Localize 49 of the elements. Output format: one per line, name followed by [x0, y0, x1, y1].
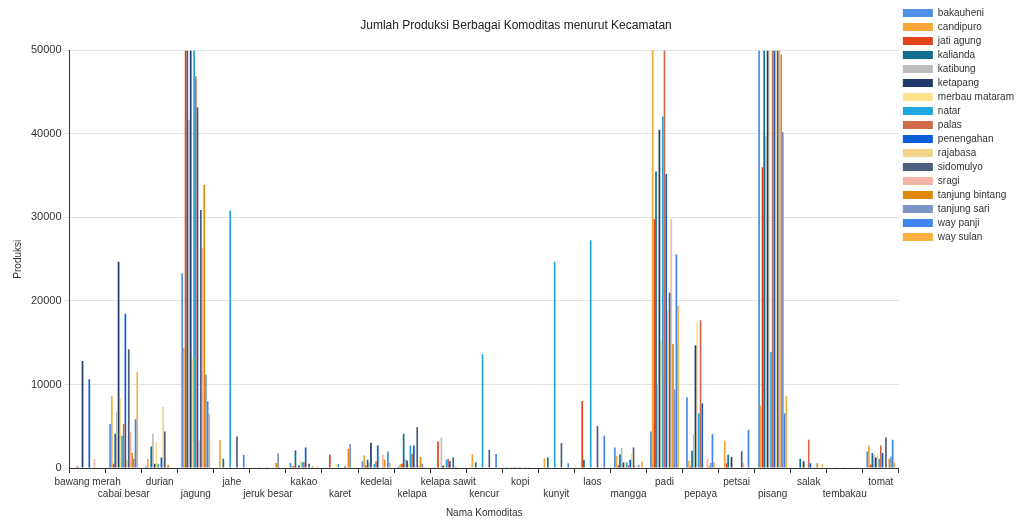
x-tick-label: kakao [290, 475, 318, 487]
x-tick-label: jahe [221, 475, 242, 487]
legend-label: penengahan [937, 132, 994, 144]
x-axis-title: Nama Komoditas [445, 506, 523, 518]
x-tick-label: kelapa sawit [420, 475, 476, 487]
legend-label: tanjung sari [937, 202, 990, 214]
x-tick-label: salak [797, 475, 822, 487]
x-tick-label: mangga [610, 487, 647, 499]
legend-label: katibung [937, 62, 976, 74]
x-tick-label: tembakau [822, 487, 867, 499]
x-tick-label: padi [655, 475, 674, 487]
x-tick-label: kopi [511, 475, 530, 487]
x-tick-label: bawang merah [54, 475, 121, 487]
y-tick-label: 40000 [30, 126, 62, 139]
legend-label: way sulan [936, 230, 983, 242]
x-tick-label: kelapa [397, 487, 428, 499]
x-tick-label: laos [583, 475, 602, 487]
legend-label: way panji [936, 216, 980, 228]
legend-label: jati agung [936, 34, 982, 46]
x-tick-label: cabai besar [97, 487, 151, 499]
legend-label: tanjung bintang [937, 188, 1007, 200]
x-tick-label: petsai [723, 475, 750, 487]
y-tick-label: 0 [55, 461, 62, 474]
legend-label: sragi [937, 174, 960, 186]
legend-label: rajabasa [937, 146, 977, 158]
legend-label: bakauheni [937, 6, 985, 18]
x-tick-label: karet [328, 487, 352, 499]
legend-label: merbau mataram [937, 90, 1014, 102]
x-tick-label: pisang [757, 487, 788, 499]
chart-title: Jumlah Produksi Berbagai Komoditas menurut Kecamatan [360, 17, 672, 32]
legend-label: ketapang [937, 76, 980, 88]
x-tick-label: pepaya [684, 487, 718, 499]
x-tick-label: kedelai [360, 475, 392, 487]
x-tick-label: kencur [469, 487, 500, 499]
x-tick-label: jeruk besar [242, 487, 294, 499]
x-tick-label: jagung [179, 487, 211, 499]
legend-label: kalianda [937, 48, 976, 60]
legend-label: natar [937, 104, 962, 116]
legend-label: palas [937, 118, 962, 130]
x-tick-label: kunyit [543, 487, 570, 499]
y-tick-label: 50000 [30, 43, 62, 56]
legend-label: candipuro [937, 20, 983, 32]
x-tick-label: durian [145, 475, 174, 487]
y-tick-label: 30000 [30, 210, 62, 223]
y-axis-title: Produksi [11, 239, 23, 279]
x-tick-label: tomat [868, 475, 894, 487]
y-tick-label: 20000 [30, 293, 62, 306]
y-tick-label: 10000 [30, 377, 62, 390]
legend-label: sidomulyo [937, 160, 984, 172]
